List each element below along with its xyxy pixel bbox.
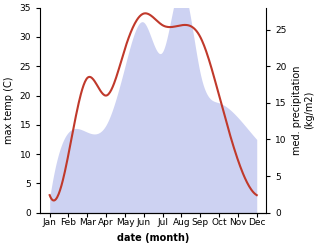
X-axis label: date (month): date (month) bbox=[117, 233, 190, 243]
Y-axis label: med. precipitation
(kg/m2): med. precipitation (kg/m2) bbox=[292, 65, 314, 155]
Y-axis label: max temp (C): max temp (C) bbox=[4, 76, 14, 144]
